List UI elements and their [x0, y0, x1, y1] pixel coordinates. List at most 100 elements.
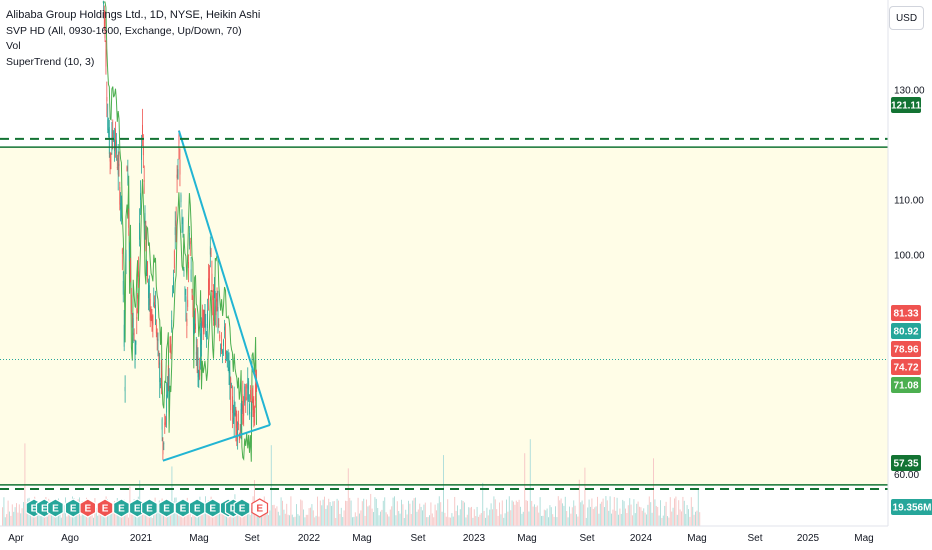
volume-bar	[128, 517, 129, 526]
volume-bar	[331, 505, 332, 526]
volume-bar	[357, 497, 359, 526]
volume-bar	[637, 501, 639, 526]
volume-bar	[584, 467, 586, 526]
volume-bar	[132, 511, 134, 526]
volume-bar	[294, 516, 296, 526]
volume-bar	[555, 506, 556, 526]
time-tick-label: Set	[579, 533, 594, 544]
volume-bar	[403, 517, 405, 526]
candle-body	[197, 356, 199, 378]
volume-bar	[496, 509, 498, 526]
volume-bar	[443, 455, 444, 526]
candle-body	[184, 287, 186, 295]
volume-bar	[188, 514, 190, 526]
candle-body	[149, 298, 151, 321]
volume-bar	[9, 511, 10, 526]
candle-body	[122, 280, 124, 295]
volume-bar	[373, 512, 374, 526]
candle-body	[208, 267, 210, 290]
candle-body	[202, 321, 204, 326]
candle-body	[229, 372, 231, 389]
volume-bar	[581, 500, 583, 526]
time-tick-label: 2025	[797, 533, 820, 544]
volume-bar	[18, 504, 20, 526]
volume-bar	[220, 511, 222, 526]
volume-bar	[268, 515, 269, 526]
candle-body	[124, 386, 126, 392]
candle-body	[209, 246, 211, 255]
volume-bar	[367, 506, 369, 526]
price-badges-layer: 121.11 81.33 80.92 78.96 74.72 71.08 57.35 19.3…	[891, 97, 932, 515]
indicator-vol-label[interactable]: Vol	[6, 40, 21, 52]
candle-body	[236, 413, 238, 436]
candle-body	[222, 350, 223, 354]
event-marker-letter: E	[194, 504, 201, 515]
price-badge	[891, 359, 921, 375]
candle-body	[146, 264, 148, 276]
indicator-svp-label[interactable]: SVP HD (All, 0930-1600, Exchange, Up/Dow…	[6, 24, 242, 37]
candle-body	[141, 145, 142, 160]
volume-bar	[329, 502, 331, 526]
volume-bar	[578, 479, 580, 526]
candle-body	[181, 217, 183, 225]
volume-bar	[328, 498, 330, 526]
volume-bar	[112, 503, 114, 526]
candle-body	[251, 399, 253, 401]
chart-legend: Alibaba Group Holdings Ltd., 1D, NYSE, H…	[6, 8, 260, 70]
candle-body	[185, 296, 187, 314]
volume-bar	[546, 508, 548, 526]
volume-bar	[410, 514, 412, 526]
indicator-supertrend-label[interactable]: SuperTrend (10, 3)	[6, 55, 95, 68]
volume-bar	[332, 501, 334, 526]
volume-bar	[615, 510, 617, 526]
candle-body	[213, 289, 215, 295]
zone-fill	[0, 147, 888, 485]
candle-body	[188, 261, 189, 269]
event-marker-letter: E	[102, 504, 109, 515]
volume-bar	[192, 506, 194, 526]
volume-bar	[511, 500, 513, 526]
volume-bar	[321, 505, 323, 526]
candle-body	[247, 377, 249, 400]
volume-bar	[402, 504, 404, 526]
symbol-title[interactable]: Alibaba Group Holdings Ltd., 1D, NYSE, H…	[6, 9, 261, 21]
volume-bar	[538, 512, 540, 526]
volume-bar	[433, 517, 435, 526]
candle-body	[216, 298, 218, 302]
volume-bar	[482, 482, 484, 526]
candle-body	[106, 97, 108, 102]
candle-body	[159, 362, 161, 383]
candle-body	[248, 381, 250, 390]
candle-body	[204, 304, 206, 328]
volume-bar	[431, 513, 433, 526]
volume-bar	[562, 503, 563, 526]
volume-bar	[219, 502, 220, 526]
price-badge	[891, 499, 932, 515]
volume-bar	[473, 509, 475, 526]
currency-button[interactable]: USD	[889, 6, 924, 30]
candle-body	[253, 409, 255, 423]
volume-bar	[227, 510, 229, 526]
candle-body	[195, 323, 196, 330]
volume-bar	[457, 505, 458, 526]
candle-body	[170, 343, 172, 354]
price-badge-label: 121.11	[891, 101, 921, 112]
volume-bar	[95, 507, 97, 526]
event-marker-icon	[141, 498, 158, 518]
volume-bar	[13, 511, 15, 526]
volume-bar	[501, 500, 503, 526]
candle-body	[105, 49, 107, 67]
volume-bar	[17, 512, 19, 526]
time-tick-label: Set	[244, 533, 259, 544]
candle-body	[173, 250, 175, 268]
price-badge-label: 74.72	[893, 363, 918, 374]
price-tick-label: 110.00	[894, 195, 924, 206]
volume-bar	[238, 506, 240, 526]
volume-bar	[640, 507, 642, 526]
event-marker-letter: E	[118, 504, 125, 515]
candle-body	[142, 124, 143, 137]
volume-bar	[653, 458, 654, 526]
volume-bar	[339, 513, 341, 526]
candle-body	[155, 324, 157, 334]
